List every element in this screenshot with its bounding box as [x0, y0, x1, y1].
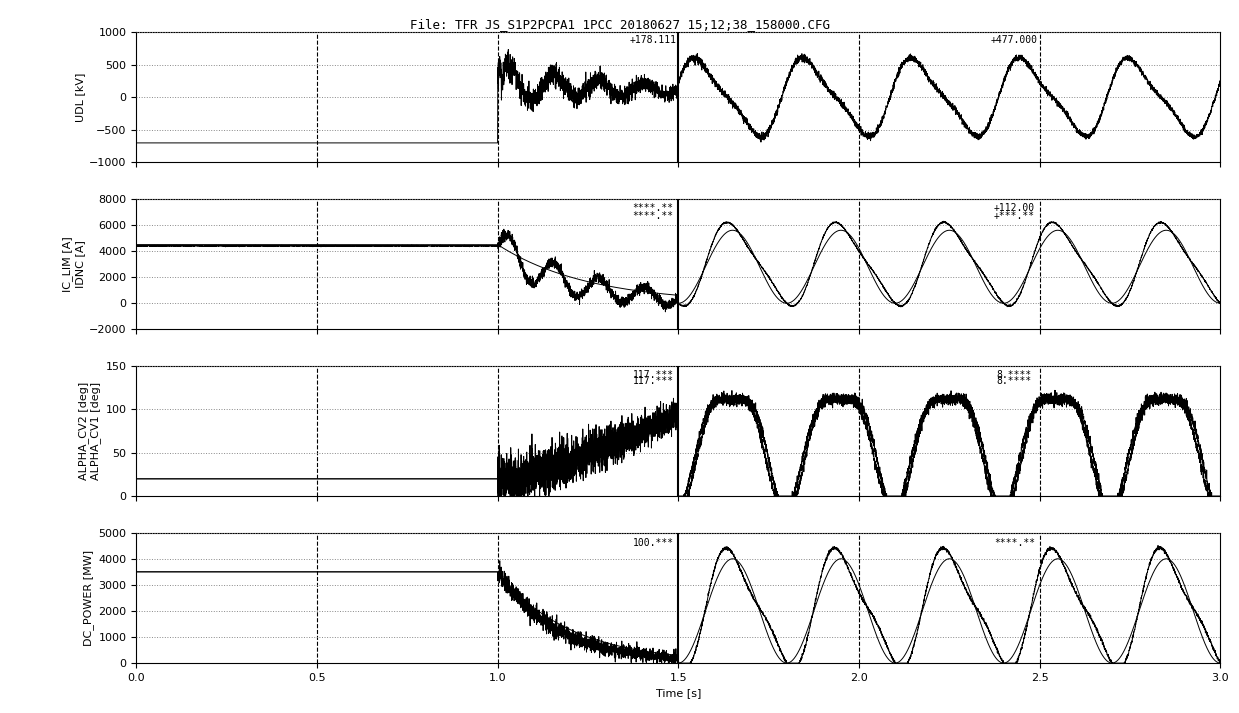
- Text: +178.111: +178.111: [629, 36, 676, 46]
- Text: ****.**: ****.**: [632, 203, 674, 213]
- Text: +***.**: +***.**: [994, 211, 1035, 221]
- Y-axis label: ALPHA_CV2 [deg]
ALPHA_CV1 [deg]: ALPHA_CV2 [deg] ALPHA_CV1 [deg]: [78, 382, 102, 480]
- Y-axis label: UDL [kV]: UDL [kV]: [76, 73, 85, 122]
- Text: 8.****: 8.****: [997, 370, 1032, 380]
- Y-axis label: IC_LIM [A]
IDNC [A]: IC_LIM [A] IDNC [A]: [62, 236, 85, 292]
- Y-axis label: DC_POWER [MW]: DC_POWER [MW]: [83, 550, 94, 646]
- Text: File: TFR JS_S1P2PCPA1 1PCC 20180627 15;12;38_158000.CFG: File: TFR JS_S1P2PCPA1 1PCC 20180627 15;…: [410, 18, 829, 31]
- Text: +477.000: +477.000: [991, 36, 1038, 46]
- Text: 117.***: 117.***: [632, 376, 674, 386]
- Text: ****.**: ****.**: [632, 211, 674, 221]
- X-axis label: Time [s]: Time [s]: [655, 688, 701, 698]
- Text: +112.00: +112.00: [994, 203, 1035, 213]
- Text: 117.***: 117.***: [632, 370, 674, 380]
- Text: 100.***: 100.***: [632, 538, 674, 548]
- Text: 8.****: 8.****: [997, 376, 1032, 386]
- Text: ****.**: ****.**: [994, 538, 1035, 548]
